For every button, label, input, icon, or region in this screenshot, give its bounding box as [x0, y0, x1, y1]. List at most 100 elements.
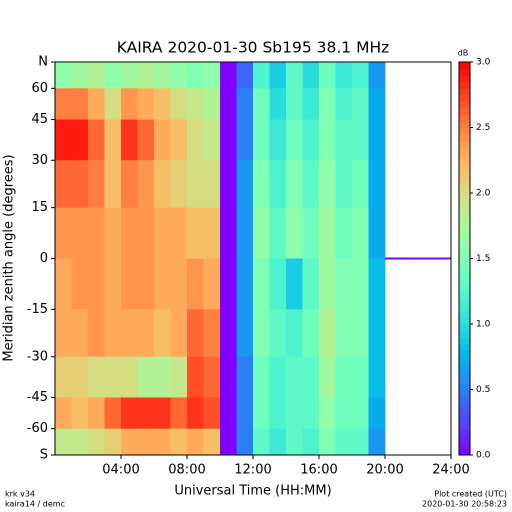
heatmap-cell [335, 160, 353, 209]
heatmap-cell [335, 428, 353, 456]
y-tick-label: -45 [27, 390, 48, 405]
heatmap-cell [170, 62, 188, 89]
heatmap-cell [352, 160, 369, 209]
heatmap-cell [154, 356, 171, 398]
colorbar-segment [459, 107, 470, 115]
heatmap-cell [71, 356, 89, 398]
heatmap-cell [269, 160, 287, 209]
heatmap-cell [203, 397, 221, 430]
y-tick-label: 15 [31, 200, 48, 215]
colorbar-segment [459, 68, 470, 76]
heatmap-cell [104, 309, 122, 358]
colorbar-segment [459, 186, 470, 194]
colorbar-segment [459, 173, 470, 181]
heatmap-cell [154, 119, 171, 161]
heatmap-cell [302, 207, 320, 259]
colorbar-segment [459, 382, 470, 390]
colorbar-segment [459, 409, 470, 417]
heatmap-cell [71, 62, 89, 89]
colorbar-segment [459, 415, 470, 423]
y-tick-label: 45 [31, 112, 48, 127]
colorbar-segment [459, 225, 470, 233]
x-tick-label: 04:00 [102, 463, 139, 478]
heatmap-cell [154, 397, 171, 430]
heatmap-cell [253, 119, 270, 161]
x-tick-label: 24:00 [432, 463, 469, 478]
heatmap-cell [88, 309, 105, 358]
colorbar-segment [459, 238, 470, 246]
heatmap-cell [236, 428, 254, 456]
heatmap-cell [319, 119, 336, 161]
heatmap-cell [104, 258, 122, 310]
colorbar-segment [459, 330, 470, 338]
heatmap-cell [269, 62, 287, 89]
heatmap-cell [319, 397, 336, 430]
colorbar-segment [459, 284, 470, 292]
heatmap-cell [352, 356, 369, 398]
colorbar-segment [459, 166, 470, 174]
colorbar-segment [459, 369, 470, 377]
heatmap-cell [368, 309, 386, 358]
heatmap-cell [104, 62, 122, 89]
colorbar-segment [459, 219, 470, 227]
heatmap-cell [88, 356, 105, 398]
heatmap-cell [55, 397, 72, 430]
heatmap-cell [286, 207, 303, 259]
heatmap-cell [220, 397, 237, 430]
colorbar-segment [459, 310, 470, 318]
heatmap-cell [170, 160, 188, 209]
heatmap-cell [170, 397, 188, 430]
heatmap-cell [88, 397, 105, 430]
heatmap-cell [253, 62, 270, 89]
heatmap-cell [335, 62, 353, 89]
heatmap-cell [286, 88, 303, 120]
footer-text: 2020-01-30 20:58:23 [422, 500, 507, 509]
heatmap-cell [269, 207, 287, 259]
heatmap-cell [220, 356, 237, 398]
colorbar-segment [459, 304, 470, 312]
heatmap-cell [71, 207, 89, 259]
colorbar-segment [459, 343, 470, 351]
heatmap-cell [286, 397, 303, 430]
colorbar-segment [459, 271, 470, 279]
heatmap-cell [253, 356, 270, 398]
heatmap-cell [104, 160, 122, 209]
heatmap-cell [55, 88, 72, 120]
footer-text: kaira14 / demc [5, 500, 65, 509]
colorbar-segment [459, 160, 470, 168]
heatmap-cell [368, 88, 386, 120]
x-tick-label: 16:00 [300, 463, 337, 478]
heatmap-cell [352, 258, 369, 310]
heatmap-cell [121, 207, 138, 259]
heatmap-cell [187, 119, 204, 161]
colorbar-segment [459, 199, 470, 207]
colorbar-segment [459, 278, 470, 286]
heatmap-cell [286, 119, 303, 161]
heatmap-cell [104, 119, 122, 161]
heatmap-cell [121, 356, 138, 398]
colorbar-segment [459, 251, 470, 259]
heatmap-cell [203, 119, 221, 161]
heatmap-cell [187, 207, 204, 259]
heatmap-cell [104, 356, 122, 398]
y-tick-label: S [40, 448, 48, 463]
colorbar-segment [459, 62, 470, 70]
x-tick-label: 12:00 [234, 463, 271, 478]
heatmap-cell [368, 160, 386, 209]
heatmap-cell [319, 207, 336, 259]
heatmap-cell [286, 356, 303, 398]
colorbar-segment [459, 389, 470, 397]
colorbar-segment [459, 350, 470, 358]
heatmap-cell [137, 428, 155, 456]
colorbar-segment [459, 134, 470, 142]
heatmap-cell [335, 356, 353, 398]
colorbar-segment [459, 363, 470, 371]
heatmap-cell [137, 309, 155, 358]
colorbar-segment [459, 291, 470, 299]
heatmap-cell [302, 62, 320, 89]
heatmap-cell [88, 207, 105, 259]
colorbar-segment [459, 317, 470, 325]
heatmap-cell [302, 309, 320, 358]
heatmap-cell [170, 309, 188, 358]
heatmap-cell [71, 88, 89, 120]
